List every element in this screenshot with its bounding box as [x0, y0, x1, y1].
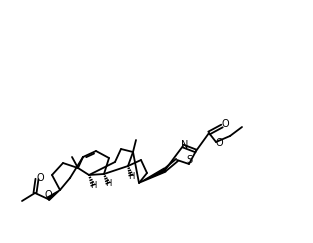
Text: H: H	[128, 172, 134, 181]
Text: O: O	[44, 190, 52, 200]
Polygon shape	[47, 190, 60, 200]
Text: O: O	[36, 173, 44, 183]
Polygon shape	[139, 168, 166, 183]
Text: H: H	[90, 181, 96, 190]
Text: O: O	[215, 138, 223, 148]
Text: S: S	[186, 155, 192, 165]
Text: N: N	[181, 140, 189, 150]
Text: O: O	[221, 119, 229, 129]
Text: H: H	[105, 179, 111, 188]
